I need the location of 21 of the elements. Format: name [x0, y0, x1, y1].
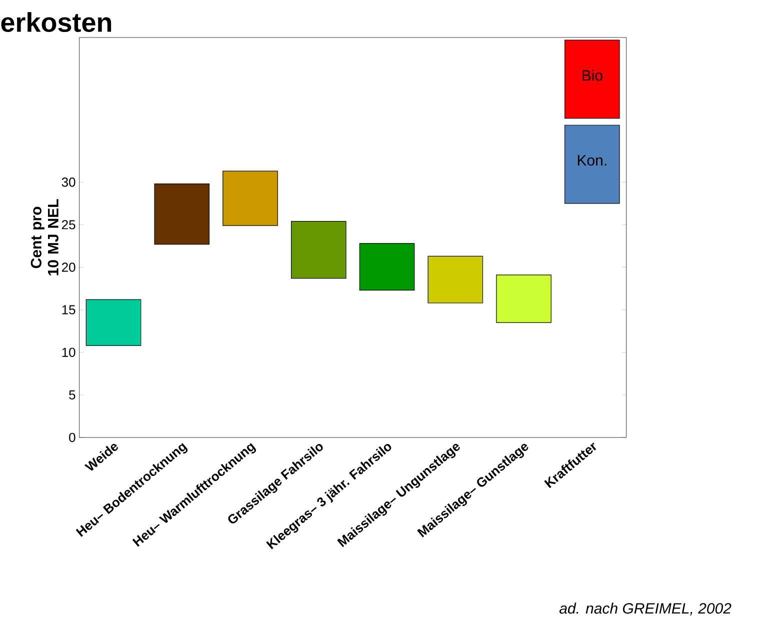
y-axis-title: Cent pro 10 MJ NEL [30, 199, 58, 276]
bar [564, 124, 620, 204]
y-tick-label: 0 [69, 432, 76, 442]
bar [564, 40, 620, 119]
y-tick-label: 5 [69, 390, 76, 400]
series-label: Kon. [578, 155, 606, 166]
y-tick-label: 15 [62, 305, 76, 314]
bar [428, 256, 484, 304]
series-label: Bio [582, 70, 602, 81]
text: ad. nach GREIMEL, 2002 [559, 602, 732, 616]
bar [222, 170, 278, 226]
bar [496, 274, 552, 323]
chart-title: erkosten [1, 12, 112, 32]
y-tick-label: 30 [62, 178, 76, 187]
bar [86, 299, 142, 346]
bar [290, 220, 346, 279]
y-tick-label: 10 [62, 348, 76, 357]
y-tick-label: 20 [62, 262, 76, 272]
bar [154, 184, 210, 245]
bar [359, 243, 415, 291]
y-tick-label: 25 [62, 220, 76, 230]
